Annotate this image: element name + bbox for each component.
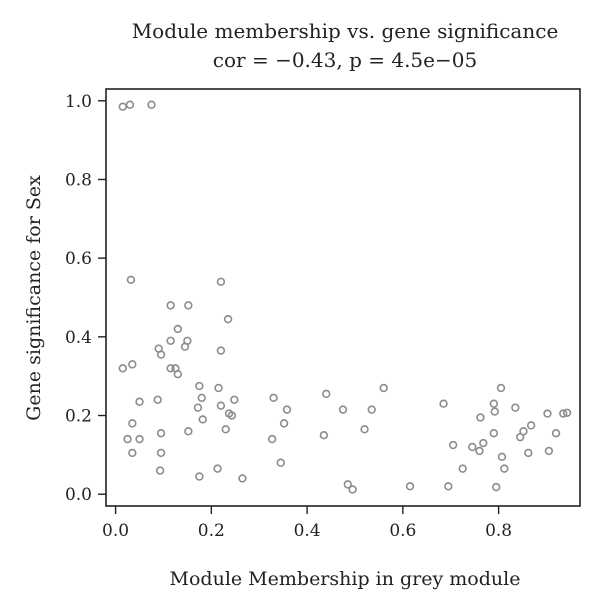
y-tick-label: 0.8 (65, 170, 92, 190)
data-point (492, 482, 501, 492)
y-tick-label: 0.2 (65, 407, 92, 427)
data-point (544, 446, 554, 456)
data-point (322, 389, 331, 399)
data-points (118, 100, 572, 494)
data-point (156, 429, 166, 438)
data-point (223, 314, 233, 324)
y-tick-label: 1.0 (65, 92, 92, 112)
data-point (221, 425, 230, 434)
data-point (490, 407, 499, 416)
data-point (128, 360, 137, 369)
data-point (367, 405, 376, 414)
data-point (128, 419, 137, 428)
data-point (166, 336, 175, 345)
y-tick-label: 0.4 (65, 328, 92, 348)
x-tick-label: 0.8 (485, 521, 512, 541)
data-point (123, 434, 132, 444)
data-point (497, 452, 507, 462)
data-point (439, 399, 448, 408)
plot-frame (105, 88, 581, 507)
data-point (444, 482, 453, 491)
data-point (184, 427, 193, 436)
data-point (500, 464, 509, 473)
data-point (405, 482, 415, 491)
x-axis: 0.0 0.2 0.4 0.6 0.8 (102, 506, 512, 541)
data-point (213, 464, 222, 473)
y-axis-label: Gene significance for Sex (23, 175, 45, 421)
data-point (562, 408, 572, 417)
data-point (135, 397, 144, 406)
data-point (216, 277, 226, 286)
chart-title: Module membership vs. gene significance (132, 19, 559, 43)
data-point (198, 415, 207, 424)
data-point (118, 364, 127, 373)
data-point (279, 419, 289, 428)
data-point (214, 383, 223, 393)
data-point (338, 405, 348, 414)
data-point (496, 383, 506, 393)
data-point (126, 275, 136, 284)
y-tick-label: 0.6 (65, 249, 92, 269)
data-point (128, 448, 137, 458)
data-point (379, 383, 388, 393)
data-point (511, 403, 520, 412)
data-point (458, 464, 467, 473)
data-point (156, 350, 166, 359)
data-point (282, 405, 292, 414)
data-point (183, 336, 192, 345)
data-point (267, 434, 277, 444)
x-tick-label: 0.6 (389, 521, 416, 541)
data-point (360, 425, 369, 434)
data-point (153, 395, 162, 404)
data-point (543, 409, 552, 418)
data-point (155, 466, 165, 475)
y-axis: 0.0 0.2 0.4 0.6 0.8 1.0 (65, 92, 106, 505)
data-point (193, 403, 203, 412)
data-point (195, 381, 204, 391)
x-tick-label: 0.4 (294, 521, 321, 541)
chart-subtitle: cor = −0.43, p = 4.5e−05 (213, 48, 477, 72)
data-point (479, 438, 488, 448)
data-point (489, 429, 499, 438)
data-point (197, 393, 206, 403)
data-point (195, 472, 204, 481)
data-point (343, 480, 352, 489)
data-point (448, 440, 458, 450)
data-point (489, 399, 499, 408)
data-point (269, 393, 278, 403)
data-point (319, 430, 329, 440)
data-point (147, 100, 156, 109)
data-point (227, 411, 237, 420)
data-point (526, 421, 536, 430)
data-point (166, 364, 175, 373)
data-point (238, 474, 247, 483)
x-tick-label: 0.0 (102, 521, 129, 541)
data-point (551, 429, 561, 438)
data-point (524, 448, 533, 458)
x-axis-label: Module Membership in grey module (170, 568, 521, 590)
data-point (156, 448, 166, 458)
data-point (468, 442, 477, 452)
y-tick-label: 0.0 (65, 485, 92, 505)
data-point (559, 409, 568, 418)
data-point (475, 446, 484, 456)
data-point (519, 427, 528, 436)
data-point (230, 395, 239, 404)
data-point (348, 485, 357, 494)
data-point (276, 458, 285, 467)
data-point (216, 346, 226, 355)
data-point (125, 100, 135, 109)
data-point (173, 370, 183, 379)
data-point (135, 434, 144, 444)
data-point (216, 401, 226, 410)
data-point (173, 324, 183, 334)
x-tick-label: 0.2 (198, 521, 225, 541)
data-point (476, 413, 485, 422)
data-point (184, 301, 193, 310)
data-point (118, 102, 127, 111)
data-point (166, 301, 175, 310)
